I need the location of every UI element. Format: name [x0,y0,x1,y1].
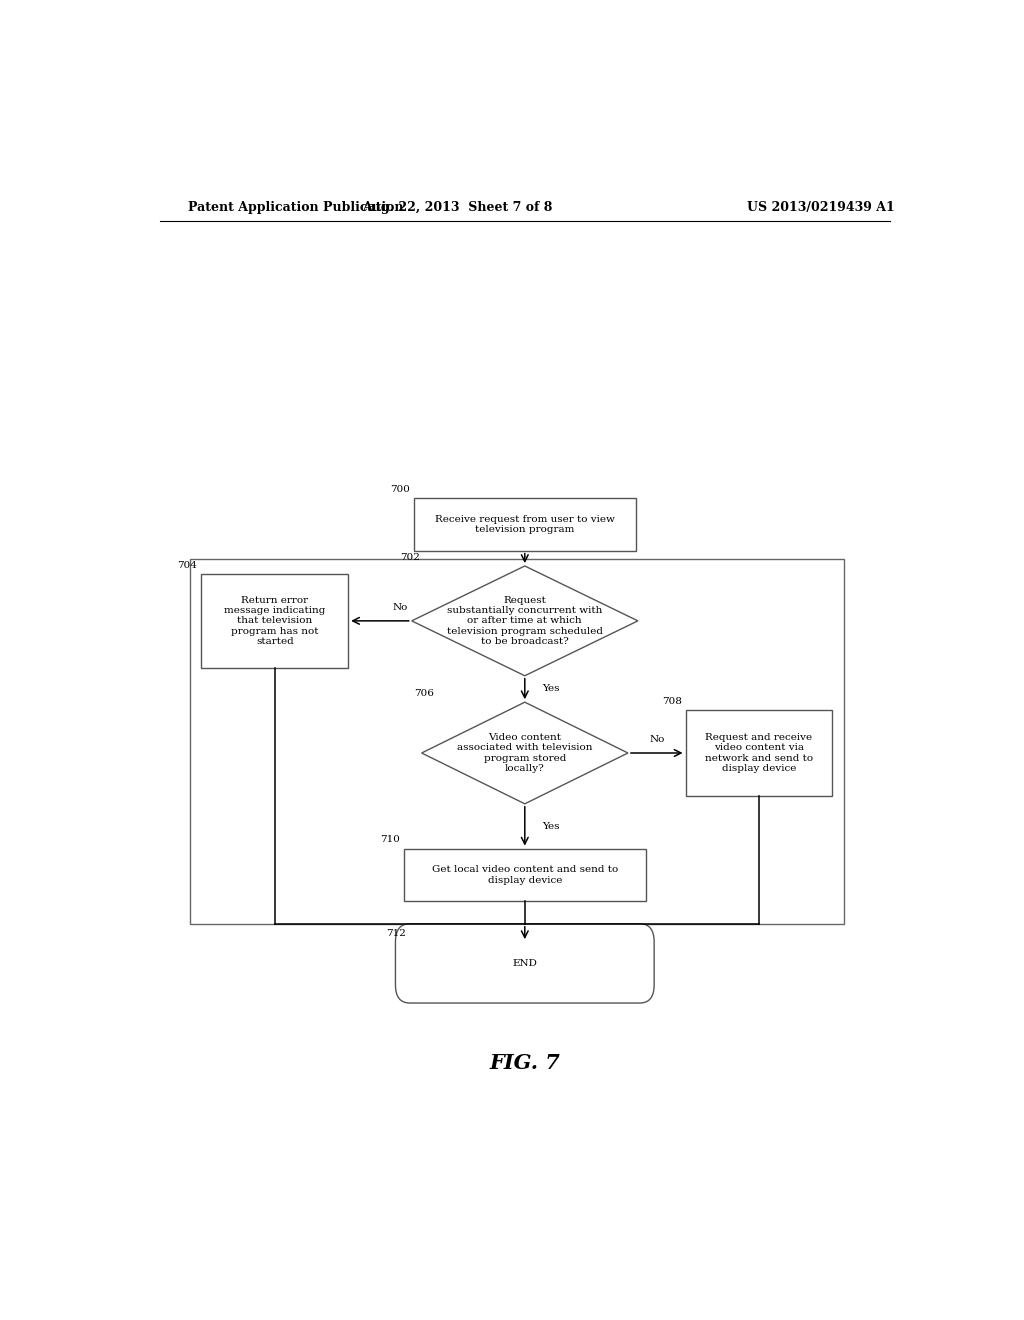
Bar [189,558,844,924]
Text: FIG. 7: FIG. 7 [489,1053,560,1073]
Text: 700: 700 [390,484,410,494]
Text: Return error
message indicating
that television
program has not
started: Return error message indicating that tel… [224,595,326,647]
Text: 712: 712 [386,929,406,939]
Text: Yes: Yes [543,821,560,830]
Text: 710: 710 [380,836,399,845]
Text: Request
substantially concurrent with
or after time at which
television program : Request substantially concurrent with or… [446,595,603,647]
Text: 706: 706 [414,689,433,698]
Text: 704: 704 [177,561,198,570]
Text: No: No [392,603,408,612]
Text: END: END [512,958,538,968]
Text: 708: 708 [662,697,682,706]
Text: Patent Application Publication: Patent Application Publication [187,201,403,214]
FancyBboxPatch shape [403,849,646,902]
Text: No: No [649,735,665,744]
Text: Get local video content and send to
display device: Get local video content and send to disp… [432,866,617,884]
Polygon shape [422,702,628,804]
Text: Request and receive
video content via
network and send to
display device: Request and receive video content via ne… [705,733,813,774]
Text: Video content
associated with television
program stored
locally?: Video content associated with television… [457,733,593,774]
FancyBboxPatch shape [395,924,654,1003]
Text: 702: 702 [399,553,420,562]
Text: Yes: Yes [543,685,560,693]
Text: Receive request from user to view
television program: Receive request from user to view televi… [435,515,614,535]
Text: Aug. 22, 2013  Sheet 7 of 8: Aug. 22, 2013 Sheet 7 of 8 [362,201,553,214]
FancyBboxPatch shape [414,498,636,550]
FancyBboxPatch shape [685,710,833,796]
Text: US 2013/0219439 A1: US 2013/0219439 A1 [748,201,895,214]
FancyBboxPatch shape [202,574,348,668]
Polygon shape [412,566,638,676]
